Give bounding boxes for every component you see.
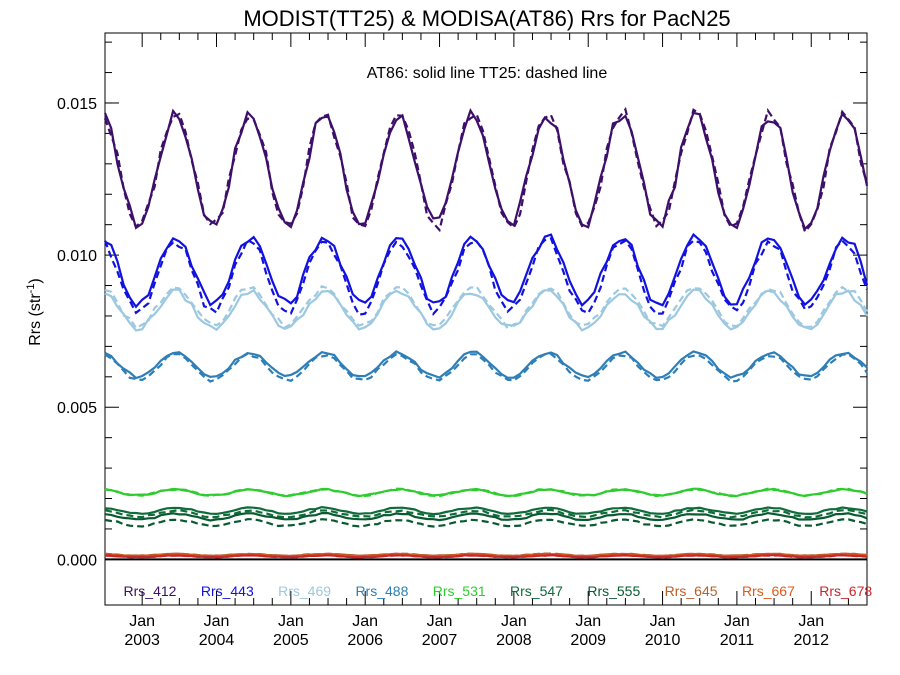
x-tick-year-label: 2012 — [793, 632, 829, 649]
x-tick-year-label: 2010 — [645, 632, 681, 649]
x-tick-month-label: Jan — [427, 613, 453, 630]
legend-entry-rrs_645: Rrs_645 — [665, 583, 718, 599]
series-line-rrs_531-dashed — [104, 487, 868, 498]
series-line-rrs_443-dashed — [103, 237, 869, 316]
legend-entry-rrs_531: Rrs_531 — [433, 583, 486, 599]
x-tick-year-label: 2007 — [422, 632, 458, 649]
legend-entry-rrs_469: Rrs_469 — [278, 583, 331, 599]
legend-entry-rrs_488: Rrs_488 — [355, 583, 408, 599]
series-line-rrs_469-solid — [104, 288, 868, 332]
y-axis-label: Rrs (str-1) — [25, 278, 44, 346]
series-line-rrs_547-dashed — [104, 508, 868, 519]
series-group — [103, 107, 869, 559]
series-line-rrs_412-dashed — [103, 107, 869, 234]
y-tick-label: 0.010 — [57, 248, 97, 265]
svg-text:Rrs (str-1): Rrs (str-1) — [25, 278, 44, 346]
legend-entry-rrs_555: Rrs_555 — [587, 583, 640, 599]
legend-entry-rrs_547: Rrs_547 — [510, 583, 563, 599]
series-line-rrs_443-solid — [104, 232, 869, 309]
series-line-rrs_469-dashed — [104, 285, 868, 331]
legend: Rrs_412 Rrs_443 Rrs_469 Rrs_488 Rrs_531 Rrs_5… — [124, 583, 873, 599]
series-line-rrs_678-dashed — [104, 553, 868, 559]
legend-entry-rrs_678: Rrs_678 — [819, 583, 872, 599]
x-tick-year-label: 2005 — [273, 632, 309, 649]
series-line-rrs_555-solid — [104, 511, 868, 522]
chart-title: MODIST(TT25) & MODISA(AT86) Rrs for PacN… — [243, 6, 730, 31]
x-tick-year-label: 2008 — [496, 632, 532, 649]
x-tick-month-label: Jan — [798, 613, 824, 630]
legend-entry-rrs_443: Rrs_443 — [201, 583, 254, 599]
x-tick-year-label: 2006 — [347, 632, 383, 649]
x-tick-month-label: Jan — [129, 613, 155, 630]
y-tick-label: 0.015 — [57, 96, 97, 113]
x-tick-month-label: Jan — [650, 613, 676, 630]
x-tick-year-label: 2003 — [124, 632, 160, 649]
y-tick-label: 0.005 — [57, 400, 97, 417]
legend-entry-rrs_667: Rrs_667 — [742, 583, 795, 599]
series-line-rrs_555-dashed — [104, 518, 868, 528]
x-tick-month-label: Jan — [501, 613, 527, 630]
x-tick-month-label: Jan — [575, 613, 601, 630]
x-tick-year-label: 2011 — [720, 632, 755, 649]
x-tick-month-label: Jan — [278, 613, 304, 630]
axis-ticks: 0.000 0.005 0.010 0.015 Jan 2003 Jan 2004 Jan 200… — [57, 33, 867, 649]
series-line-rrs_488-solid — [104, 350, 868, 380]
x-tick-year-label: 2004 — [199, 632, 235, 649]
x-tick-month-label: Jan — [204, 613, 230, 630]
line-style-annotation: AT86: solid line TT25: dashed line — [367, 65, 608, 82]
legend-entry-rrs_412: Rrs_412 — [124, 583, 177, 599]
x-tick-month-label: Jan — [724, 613, 750, 630]
series-line-rrs_488-dashed — [104, 352, 868, 383]
x-tick-year-label: 2009 — [570, 632, 606, 649]
y-tick-label: 0.000 — [57, 552, 97, 569]
series-line-rrs_547-solid — [104, 505, 868, 516]
x-tick-month-label: Jan — [352, 613, 378, 630]
plot-frame — [104, 32, 868, 606]
series-line-rrs_645-dashed — [104, 552, 868, 558]
